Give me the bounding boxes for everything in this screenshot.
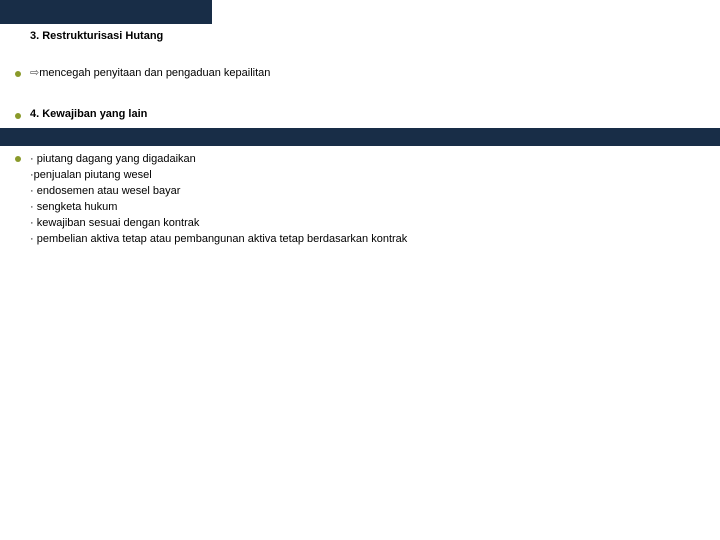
arrow-text: mencegah penyitaan dan pengaduan kepaili… [39,67,270,79]
arrow-line: ⇨mencegah penyitaan dan pengaduan kepail… [30,66,270,79]
decorative-bar-mid [0,128,720,146]
list-item: · sengketa hukum [30,200,407,216]
bullet-dot-icon [15,113,21,119]
list-item: · kewajiban sesuai dengan kontrak [30,216,407,232]
list-item: · piutang dagang yang digadaikan [30,152,407,168]
slide-root: 3. Restrukturisasi Hutang ⇨mencegah peny… [0,0,720,540]
other-liabilities-list: · piutang dagang yang digadaikan ·penjua… [30,152,407,248]
bullet-dot-icon [15,156,21,162]
arrow-right-icon: ⇨ [30,67,39,79]
heading-kewajiban-lain: 4. Kewajiban yang lain [30,108,147,120]
decorative-bar-top [0,0,212,24]
list-item: · endosemen atau wesel bayar [30,184,407,200]
bullet-dot-icon [15,71,21,77]
list-item: ·penjualan piutang wesel [30,168,407,184]
list-item: · pembelian aktiva tetap atau pembanguna… [30,232,407,248]
heading-restrukturisasi: 3. Restrukturisasi Hutang [30,30,163,42]
